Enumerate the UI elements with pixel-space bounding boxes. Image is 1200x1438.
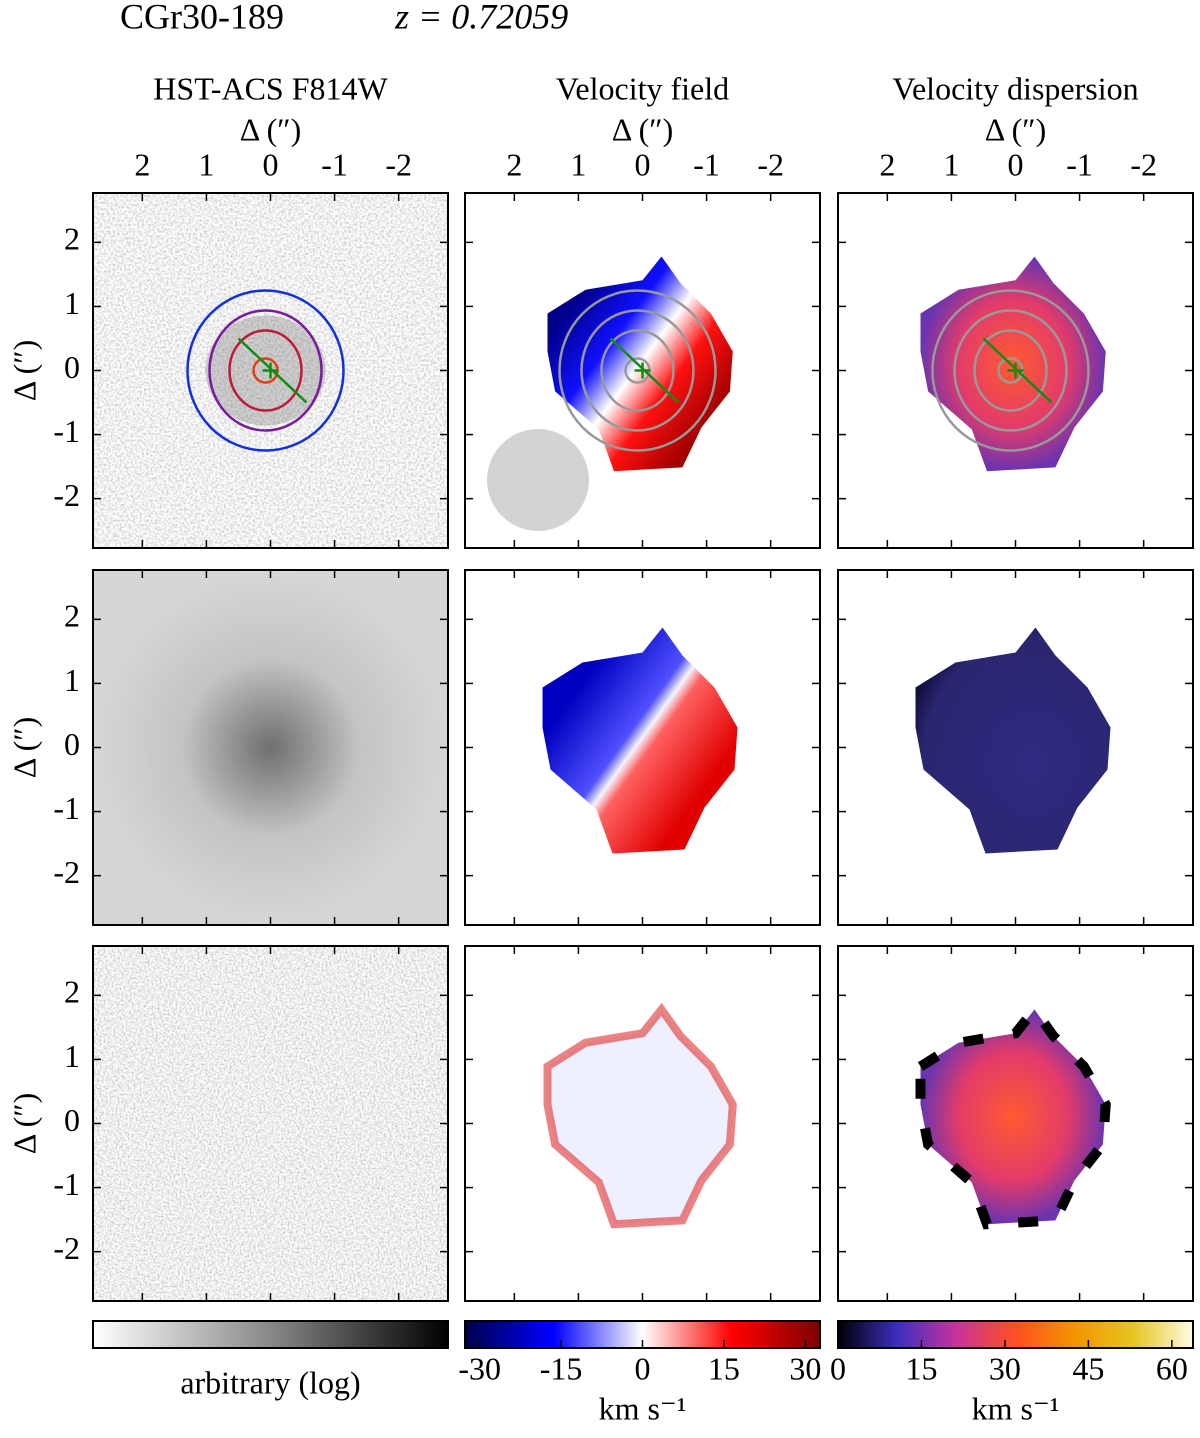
contour	[208, 309, 323, 432]
title: CGr30-189	[120, 0, 284, 36]
y-tick-label: -1	[53, 790, 80, 826]
x-tick-label: -1	[1066, 146, 1093, 182]
colorbar	[92, 1320, 449, 1349]
frame	[464, 192, 821, 549]
frame	[464, 569, 821, 926]
panel	[837, 192, 1194, 549]
panel	[464, 569, 821, 926]
y-tick-label: 2	[64, 974, 80, 1010]
x-tick-label: 2	[134, 146, 150, 182]
data-map	[542, 627, 738, 854]
frame	[837, 192, 1194, 549]
x-tick-label: 0	[635, 146, 651, 182]
x-tick-label: 2	[879, 146, 895, 182]
frame	[92, 945, 449, 1302]
panel	[92, 192, 449, 549]
contour	[931, 289, 1090, 452]
y-tick-label: -2	[53, 477, 80, 513]
data-map	[915, 627, 1111, 854]
x-tick-label: -2	[757, 146, 784, 182]
x-tick-label: 0	[263, 146, 279, 182]
column-title: Velocity field	[556, 70, 729, 106]
psf	[487, 429, 589, 531]
colorbar-tick-label: 45	[1072, 1350, 1104, 1386]
y-axis-label: Δ (″)	[6, 717, 42, 778]
colorbar	[837, 1320, 1194, 1349]
data-map	[547, 256, 733, 472]
column-title: Velocity dispersion	[892, 70, 1138, 106]
center-mark	[634, 362, 651, 379]
frame	[92, 192, 449, 549]
colorbar-tick-label: 30	[789, 1350, 821, 1386]
contour	[580, 309, 695, 432]
colorbar-tick-label: 15	[708, 1350, 740, 1386]
panel	[837, 945, 1194, 1302]
data-map	[920, 1009, 1106, 1225]
contour	[953, 309, 1068, 432]
colorbar-tick-label: -15	[540, 1350, 583, 1386]
x-tick-label: 1	[198, 146, 214, 182]
panel	[92, 569, 449, 926]
colorbar-tick-label: 60	[1156, 1350, 1188, 1386]
y-axis-label: Δ (″)	[6, 340, 42, 401]
frame	[464, 945, 821, 1302]
y-tick-label: 1	[64, 1038, 80, 1074]
frame	[92, 569, 449, 926]
x-axis-label: Δ (″)	[612, 111, 673, 147]
frame	[837, 569, 1194, 926]
y-axis-label: Δ (″)	[6, 1093, 42, 1154]
colorbar-tick-label: 0	[830, 1350, 846, 1386]
frame	[837, 945, 1194, 1302]
x-tick-label: -1	[693, 146, 720, 182]
subtitle: z = 0.72059	[394, 0, 568, 36]
colorbar-label: km s⁻¹	[599, 1390, 687, 1426]
contour	[186, 289, 345, 452]
image-noise	[93, 946, 448, 1301]
data-map	[547, 1009, 733, 1225]
y-tick-label: 1	[64, 662, 80, 698]
x-tick-label: -2	[385, 146, 412, 182]
panel	[92, 945, 449, 1302]
y-tick-label: 2	[64, 598, 80, 634]
x-tick-label: 1	[943, 146, 959, 182]
x-tick-label: 0	[1008, 146, 1024, 182]
y-tick-label: 0	[64, 726, 80, 762]
x-axis-label: Δ (″)	[985, 111, 1046, 147]
data-map	[920, 256, 1106, 472]
x-tick-label: -2	[1130, 146, 1157, 182]
y-tick-label: 0	[64, 1102, 80, 1138]
y-tick-label: -1	[53, 413, 80, 449]
colorbar-tick-label: 0	[635, 1350, 651, 1386]
x-tick-label: 1	[570, 146, 586, 182]
residual-edge	[543, 1002, 737, 1229]
y-tick-label: 0	[64, 349, 80, 385]
model-image	[93, 570, 448, 925]
x-axis-label: Δ (″)	[240, 111, 301, 147]
contour	[228, 329, 303, 412]
colorbar-tick-label: 15	[905, 1350, 937, 1386]
contour	[973, 329, 1048, 412]
panel	[464, 192, 821, 549]
colorbar-tick-label: 30	[989, 1350, 1021, 1386]
x-tick-label: 2	[506, 146, 522, 182]
colorbar-tick-label: -30	[458, 1350, 501, 1386]
y-tick-label: 2	[64, 221, 80, 257]
contour	[558, 289, 717, 452]
panel	[837, 569, 1194, 926]
x-tick-label: -1	[321, 146, 348, 182]
y-tick-label: 1	[64, 285, 80, 321]
column-title: HST-ACS F814W	[153, 70, 388, 106]
y-tick-label: -2	[53, 1230, 80, 1266]
y-tick-label: -2	[53, 854, 80, 890]
panel	[464, 945, 821, 1302]
residual-edge	[915, 1001, 1111, 1230]
y-tick-label: -1	[53, 1166, 80, 1202]
center-mark	[262, 362, 279, 379]
colorbar-label: arbitrary (log)	[180, 1364, 360, 1400]
center-mark	[1007, 362, 1024, 379]
colorbar-label: km s⁻¹	[972, 1390, 1060, 1426]
contour	[600, 329, 675, 412]
